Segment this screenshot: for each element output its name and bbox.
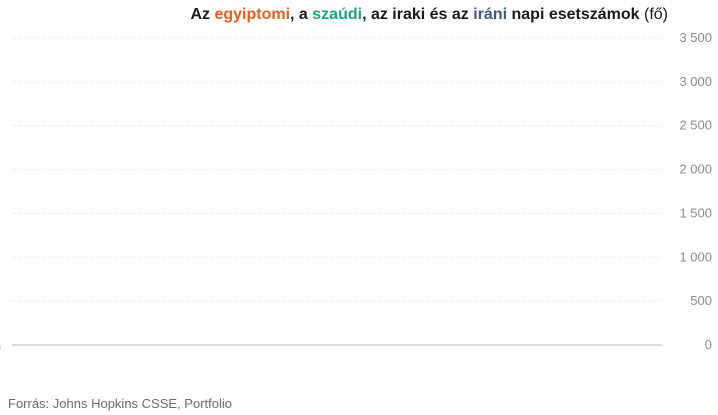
- title-part3: , az iraki és az: [362, 6, 474, 23]
- source-note: Forrás: Johns Hopkins CSSE, Portfolio: [8, 396, 232, 411]
- title-egypt: egyiptomi: [214, 6, 291, 23]
- chart-title: Az egyiptomi, a szaúdi, az iraki és az i…: [0, 6, 668, 24]
- y-tick-label: 2 500: [679, 118, 712, 133]
- y-tick-label: 0: [705, 337, 712, 352]
- title-iran: iráni: [473, 6, 508, 23]
- title-part1: Az: [190, 6, 215, 23]
- y-tick-label: 3 000: [679, 74, 712, 89]
- gridlines: [12, 37, 662, 346]
- title-saudi: szaúdi: [312, 6, 363, 23]
- y-tick-label: 2 000: [679, 162, 712, 177]
- y-axis: 0 500 1 000 1 500 2 000 2 500 3 000 3 500: [679, 30, 712, 352]
- y-tick-label: 1 000: [679, 249, 712, 264]
- y-tick-label: 3 500: [679, 30, 712, 45]
- y-tick-label: 500: [690, 293, 712, 308]
- title-part4: napi esetszámok: [507, 6, 640, 23]
- title-part2: , a: [290, 6, 313, 23]
- y-tick-label: 1 500: [679, 205, 712, 220]
- title-unit: (fő): [639, 6, 668, 23]
